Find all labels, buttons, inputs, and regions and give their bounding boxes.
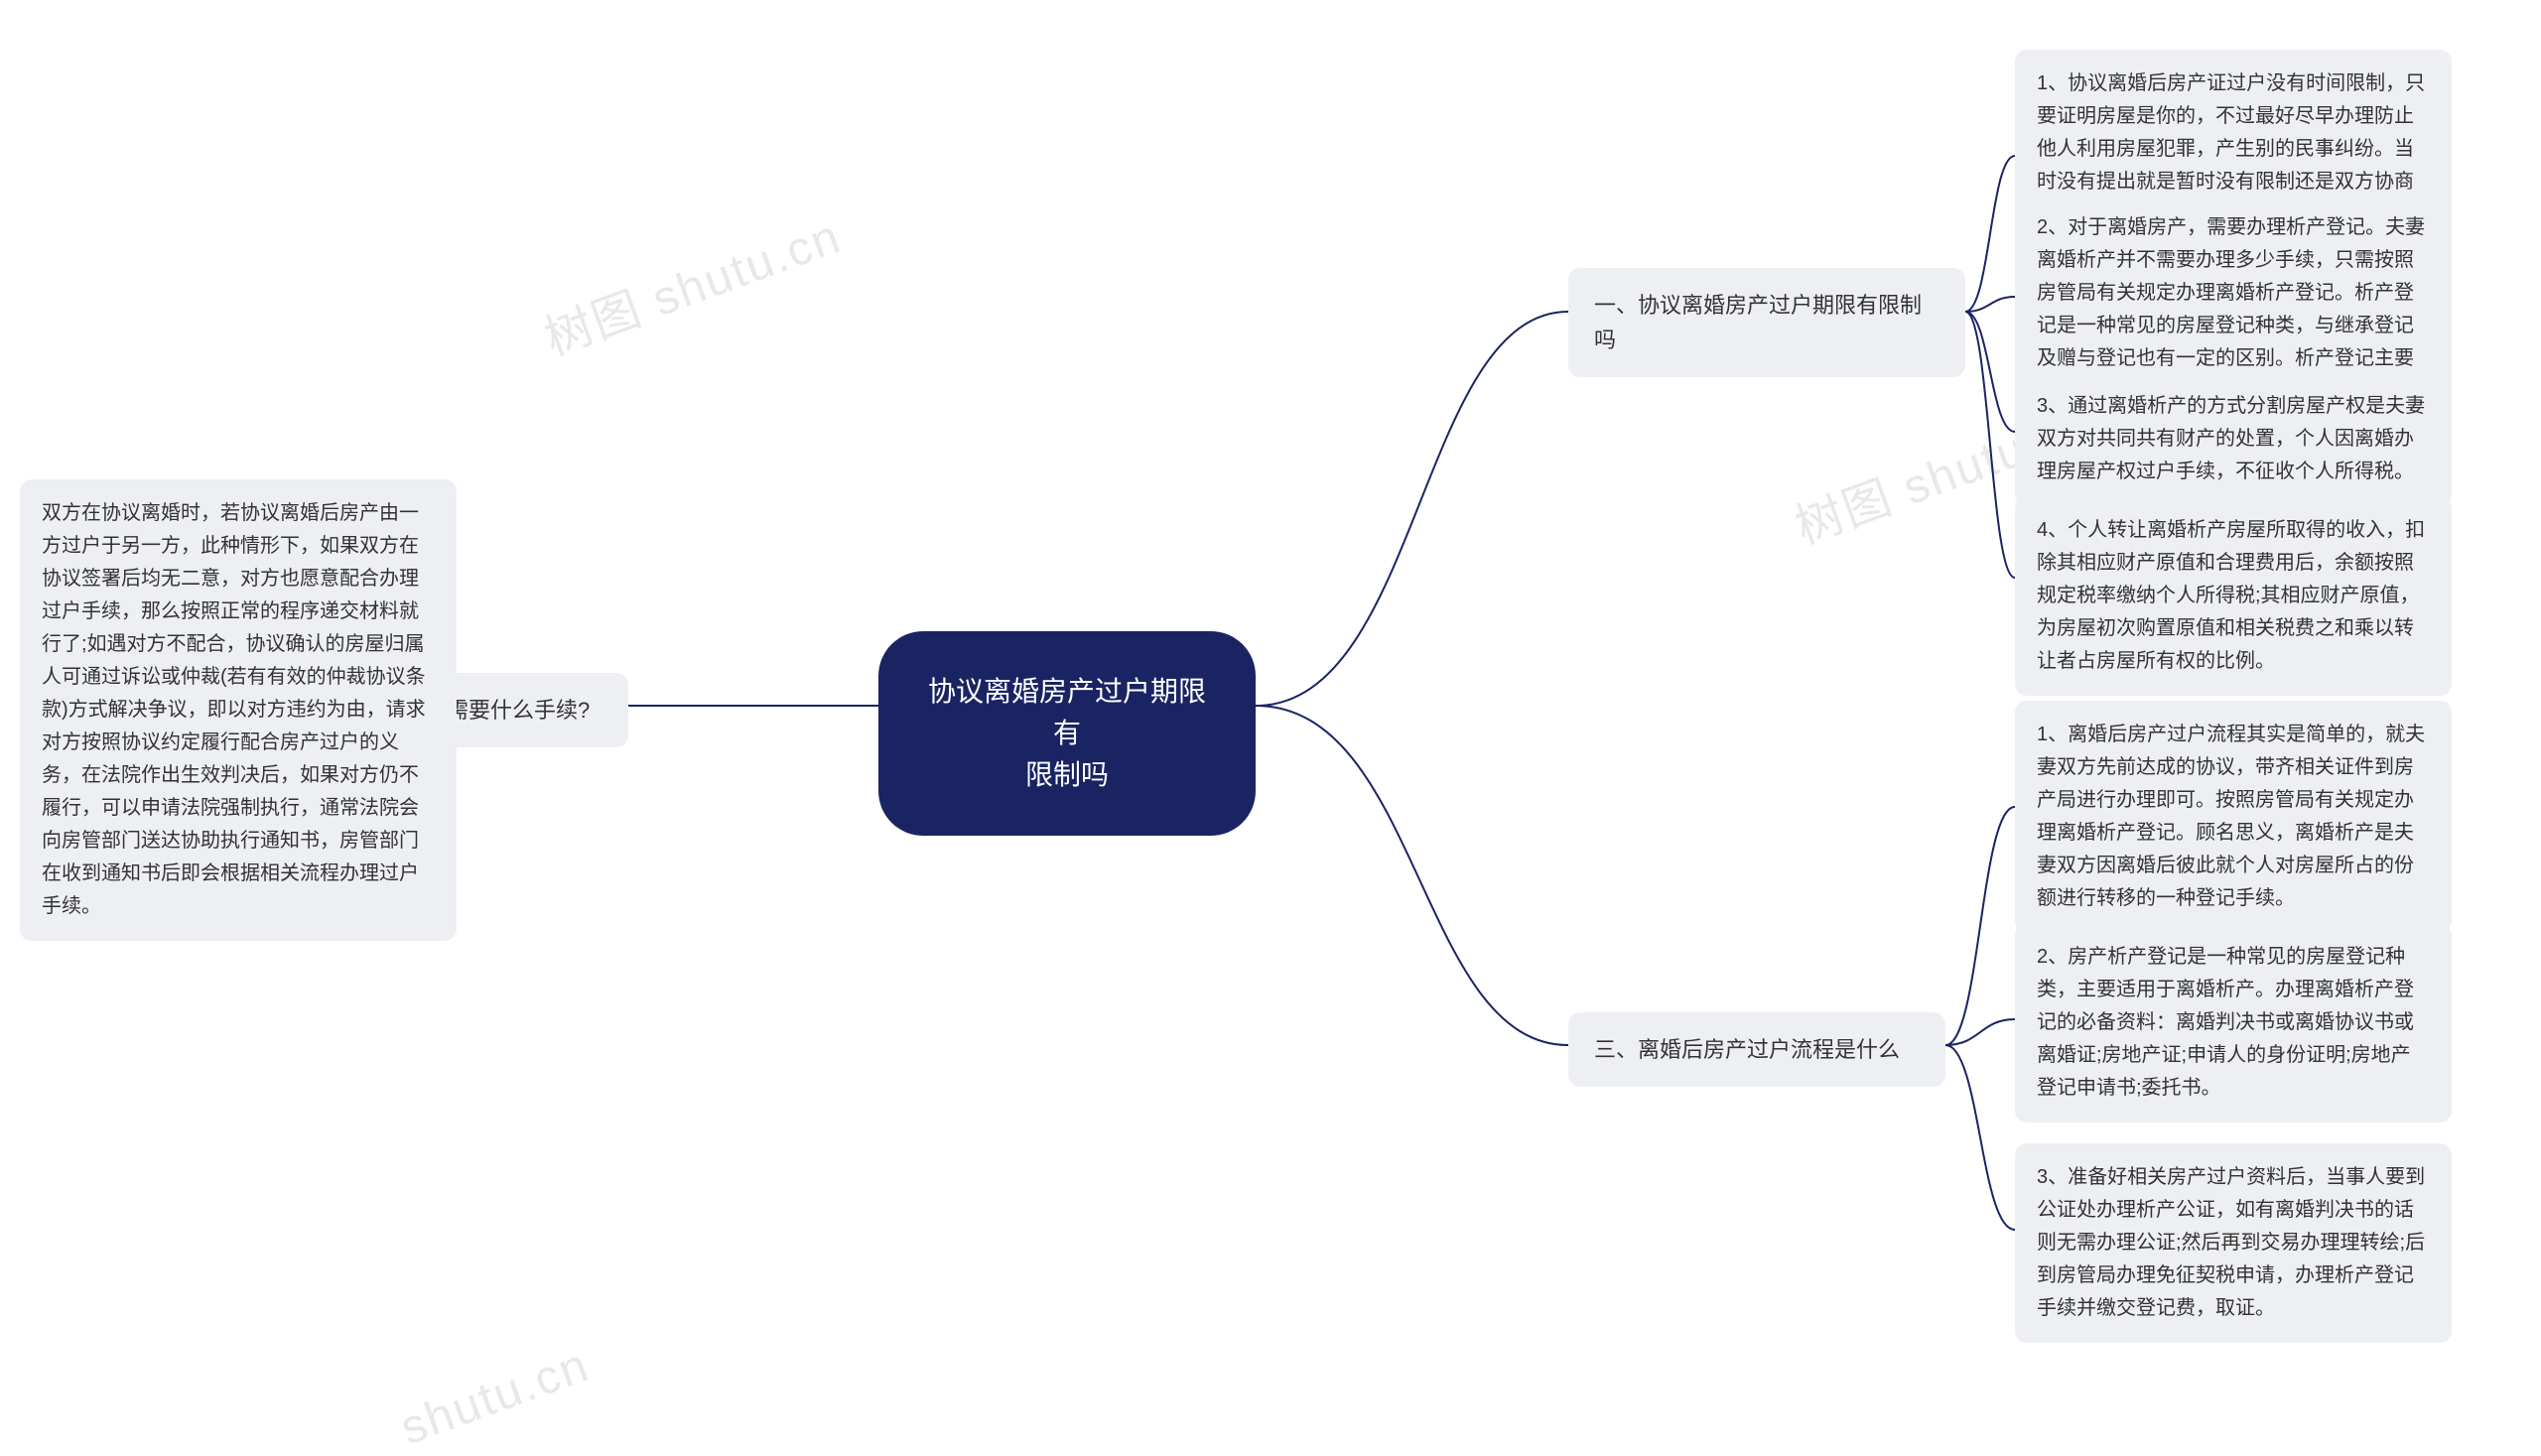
leaf-node-text: 3、准备好相关房产过户资料后，当事人要到公证处办理析产公证，如有离婚判决书的话则… bbox=[2037, 1166, 2425, 1319]
leaf-node[interactable]: 3、准备好相关房产过户资料后，当事人要到公证处办理析产公证，如有离婚判决书的话则… bbox=[2015, 1143, 2452, 1343]
leaf-node-text: 1、离婚后房产过户流程其实是简单的，就夫妻双方先前达成的协议，带齐相关证件到房产… bbox=[2037, 724, 2425, 909]
branch-node-1[interactable]: 一、协议离婚房产过户期限有限制吗 bbox=[1568, 268, 1965, 377]
leaf-node[interactable]: 1、离婚后房产过户流程其实是简单的，就夫妻双方先前达成的协议，带齐相关证件到房产… bbox=[2015, 701, 2452, 933]
center-node-label: 协议离婚房产过户期限有限制吗 bbox=[928, 676, 1206, 790]
connector-path bbox=[1965, 297, 2015, 312]
connector-path bbox=[1945, 1019, 2015, 1045]
branch-node-label: 一、协议离婚房产过户期限有限制吗 bbox=[1594, 293, 1922, 352]
connector-path bbox=[1965, 156, 2015, 312]
branch-node-3[interactable]: 三、离婚后房产过户流程是什么 bbox=[1568, 1012, 1945, 1087]
connector-path bbox=[1965, 312, 2015, 432]
leaf-node[interactable]: 4、个人转让离婚析产房屋所取得的收入，扣除其相应财产原值和合理费用后，余额按照规… bbox=[2015, 496, 2452, 696]
center-node[interactable]: 协议离婚房产过户期限有限制吗 bbox=[878, 631, 1256, 836]
leaf-node-text: 双方在协议离婚时，若协议离婚后房产由一方过户于另一方，此种情形下，如果双方在协议… bbox=[42, 502, 426, 917]
leaf-node[interactable]: 3、通过离婚析产的方式分割房屋产权是夫妻双方对共同共有财产的处置，个人因离婚办理… bbox=[2015, 372, 2452, 506]
leaf-node[interactable]: 2、房产析产登记是一种常见的房屋登记种类，主要适用于离婚析产。办理离婚析产登记的… bbox=[2015, 923, 2452, 1123]
branch-node-label: 三、离婚后房产过户流程是什么 bbox=[1594, 1037, 1900, 1062]
watermark: shutu.cn bbox=[394, 1338, 597, 1456]
connector-path bbox=[1965, 312, 2015, 578]
leaf-node[interactable]: 双方在协议离婚时，若协议离婚后房产由一方过户于另一方，此种情形下，如果双方在协议… bbox=[20, 479, 457, 941]
leaf-node-text: 4、个人转让离婚析产房屋所取得的收入，扣除其相应财产原值和合理费用后，余额按照规… bbox=[2037, 519, 2425, 672]
connector-path bbox=[1256, 706, 1568, 1045]
leaf-node-text: 2、房产析产登记是一种常见的房屋登记种类，主要适用于离婚析产。办理离婚析产登记的… bbox=[2037, 946, 2414, 1099]
watermark: 树图 shutu.cn bbox=[533, 198, 849, 369]
connector-path bbox=[1945, 1045, 2015, 1230]
leaf-node-text: 3、通过离婚析产的方式分割房屋产权是夫妻双方对共同共有财产的处置，个人因离婚办理… bbox=[2037, 395, 2425, 482]
connector-path bbox=[1945, 807, 2015, 1045]
connector-path bbox=[1256, 312, 1568, 706]
